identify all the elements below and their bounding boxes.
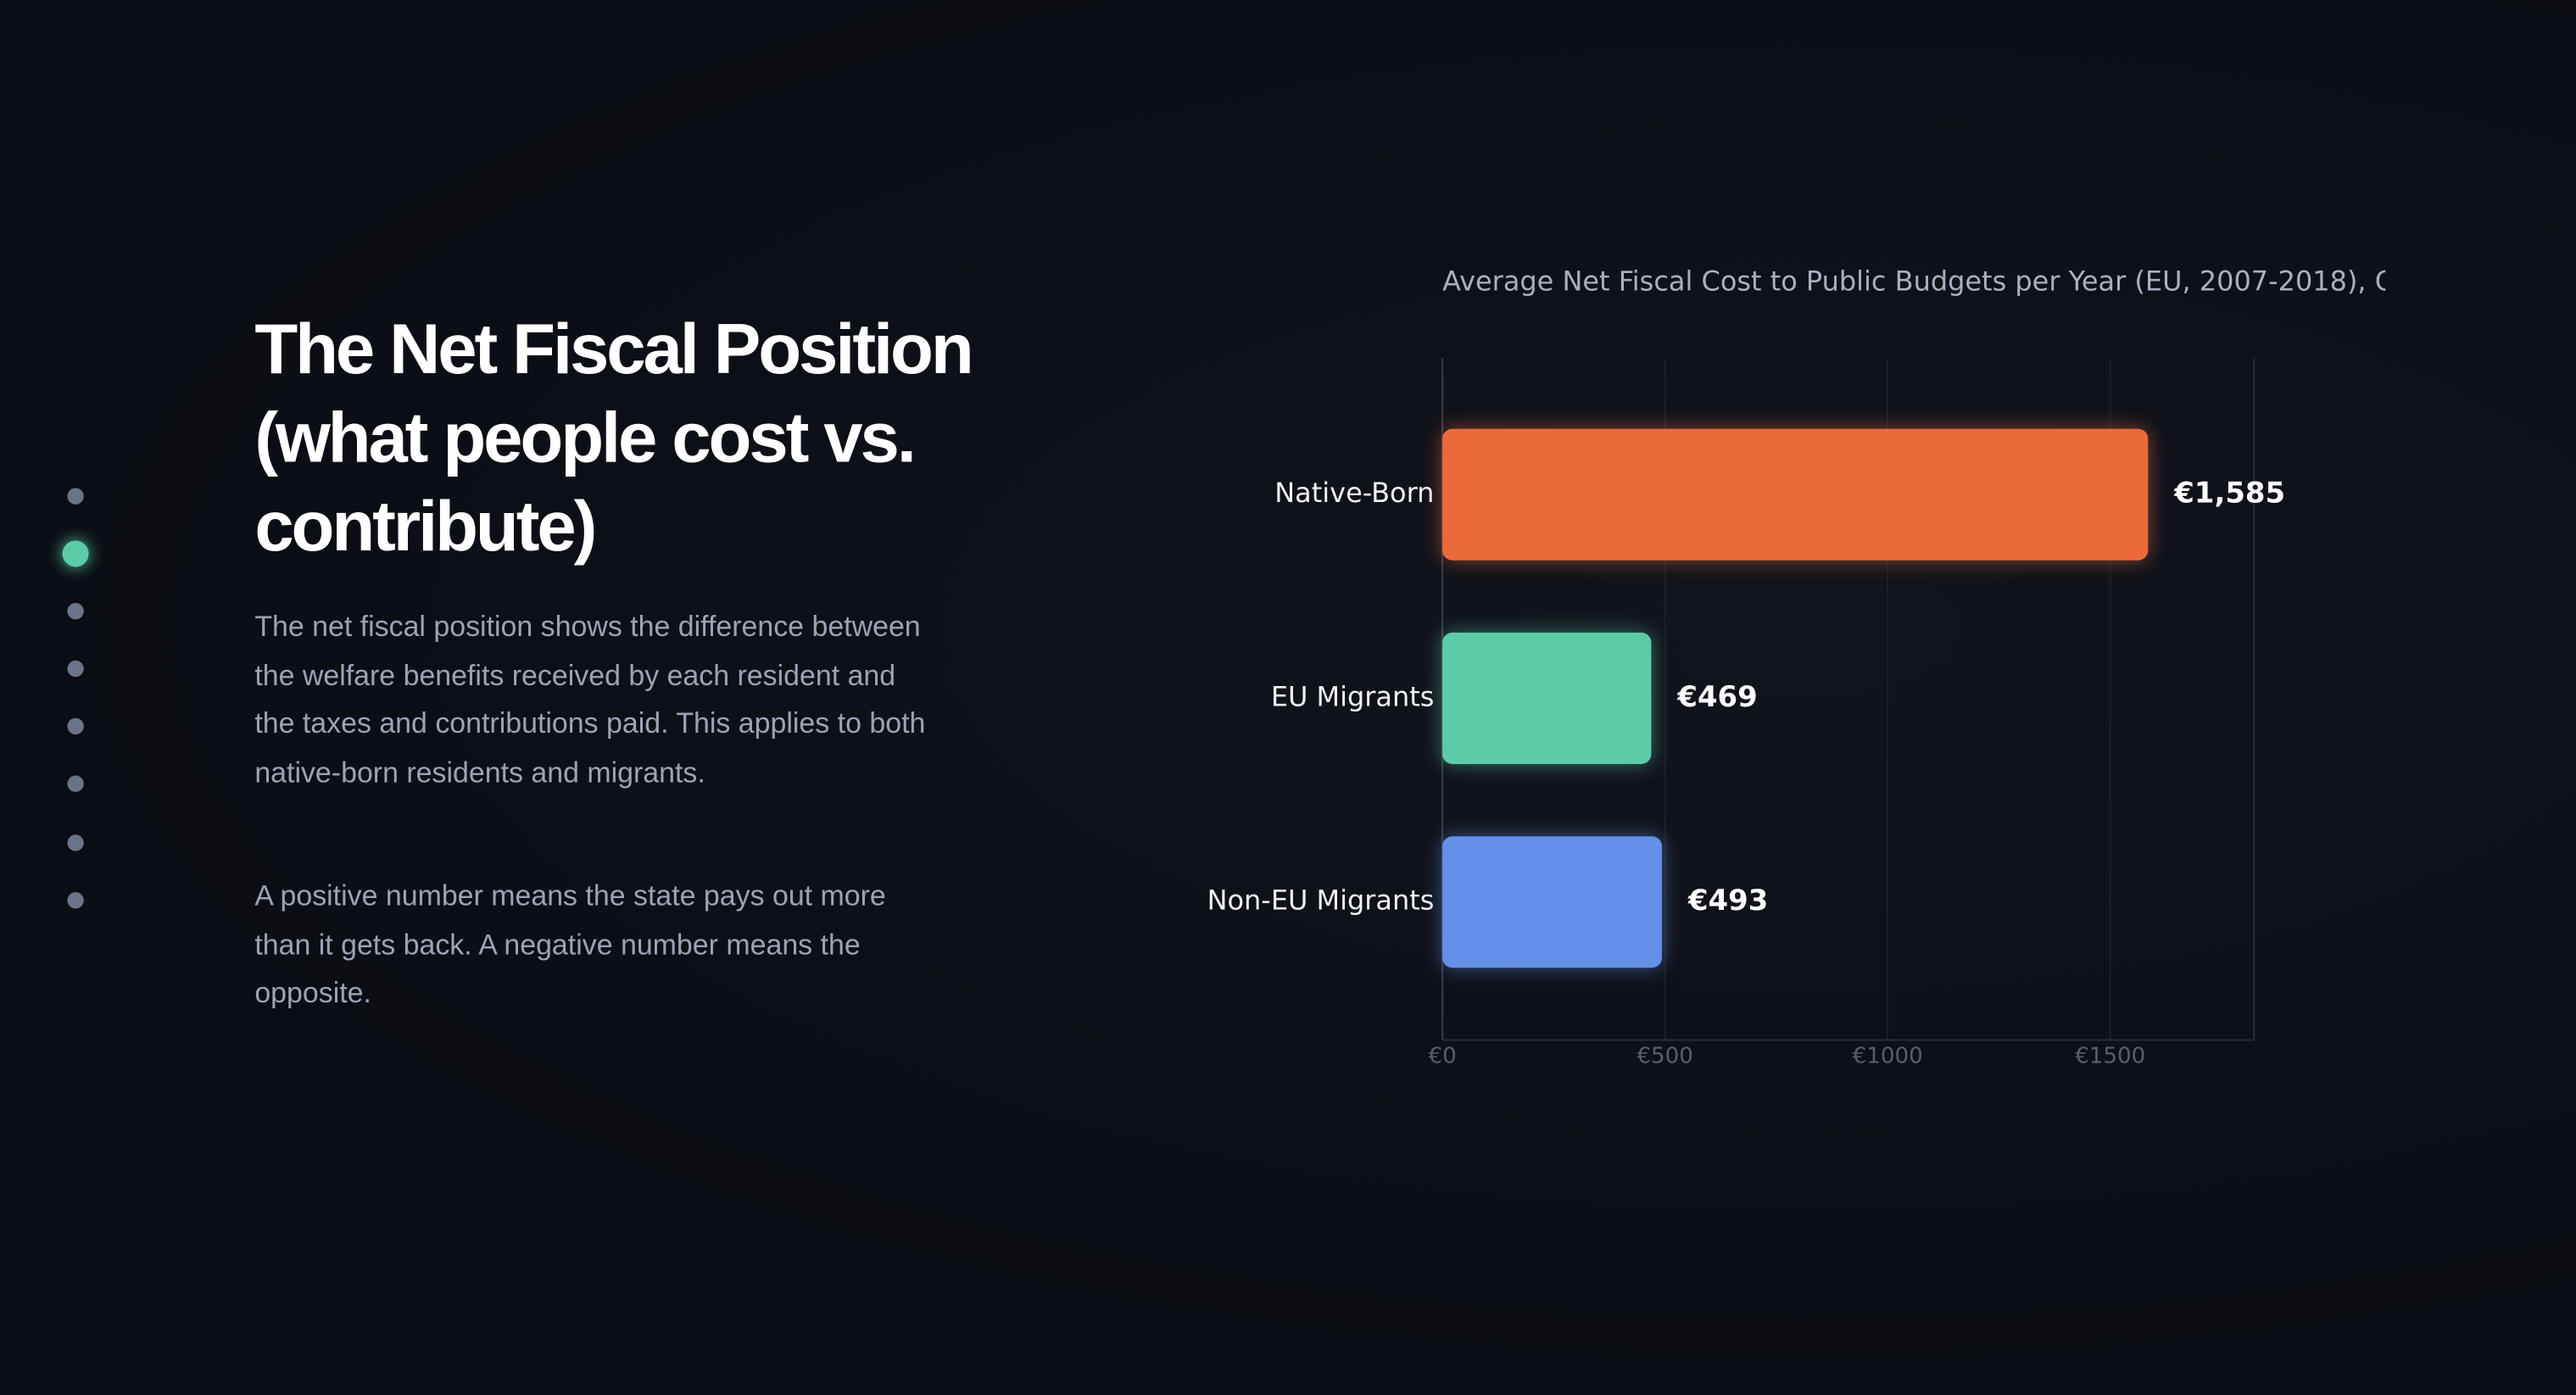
nav-dot[interactable] [67, 775, 84, 792]
x-tick-label: €1500 [2075, 1043, 2145, 1069]
nav-dot[interactable] [67, 488, 84, 505]
x-tick-label: €1000 [1853, 1043, 1923, 1069]
paragraph: A positive number means the state pays o… [254, 879, 886, 1009]
x-tick-label: €0 [1428, 1043, 1456, 1069]
y-tick-label: Native-Born [1274, 477, 1434, 509]
y-tick-label: Non-EU Migrants [1207, 884, 1435, 917]
bar [1442, 428, 2149, 561]
y-tick-label: EU Migrants [1271, 680, 1435, 712]
heading: The Net Fiscal Position (what people cos… [254, 310, 973, 567]
nav-dot[interactable] [67, 834, 84, 851]
nav-dot-active[interactable] [62, 540, 89, 567]
nav-dot[interactable] [67, 603, 84, 620]
value-label: €1,585 [2173, 477, 2285, 510]
value-label: €493 [1687, 884, 1768, 917]
nav-dot[interactable] [67, 717, 84, 735]
chart-title: Average Net Fiscal Cost to Public Budget… [1442, 265, 2411, 297]
nav-dot[interactable] [67, 660, 84, 678]
x-tick-label: €500 [1636, 1043, 1693, 1069]
paragraph: The net fiscal position shows the differ… [254, 609, 926, 789]
bar [1442, 632, 1652, 764]
nav-dot[interactable] [67, 892, 84, 909]
value-label: €469 [1676, 680, 1757, 713]
bar [1442, 836, 1662, 968]
